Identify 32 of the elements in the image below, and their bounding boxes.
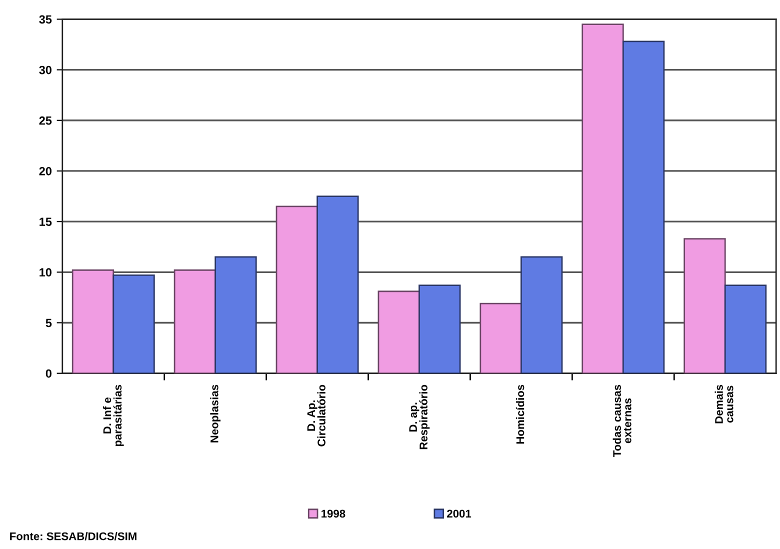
bar — [684, 238, 726, 374]
bar — [174, 269, 216, 374]
y-tick-label: 25 — [39, 116, 52, 125]
legend-label: 1998 — [322, 510, 346, 518]
y-tick-label: 35 — [39, 15, 52, 24]
bar — [480, 302, 522, 374]
bar — [72, 269, 114, 374]
bar — [582, 24, 624, 374]
x-tick-label: D. Inf e parasitárias — [102, 384, 124, 446]
y-tick-label: 30 — [39, 66, 52, 74]
y-tick-label: 10 — [40, 268, 52, 277]
x-tick-label: D. ap. Respiratório — [409, 384, 430, 450]
bar — [622, 40, 665, 374]
x-tick-label: Demais causas — [714, 384, 734, 424]
y-tick-label: 5 — [46, 318, 52, 328]
bar — [214, 256, 257, 374]
y-tick-label: 20 — [39, 167, 52, 176]
bar — [276, 206, 318, 374]
x-tick-label: Neoplasias — [210, 384, 221, 442]
bar — [520, 256, 563, 374]
bar — [112, 274, 155, 374]
y-tick-label: 15 — [40, 218, 52, 226]
bar — [724, 284, 767, 374]
legend-label: 2001 — [447, 510, 472, 518]
x-tick-label: Homicídios — [516, 384, 524, 444]
source-note: Fonte: SESAB/DICS/SIM — [10, 532, 136, 540]
y-tick-label: 0 — [46, 369, 52, 378]
bar — [378, 290, 420, 374]
bar — [418, 284, 461, 374]
x-tick-label: Todas causas externas — [612, 384, 632, 457]
x-tick-label: D. Ap. Circulatório — [307, 384, 326, 446]
bar — [316, 196, 359, 374]
